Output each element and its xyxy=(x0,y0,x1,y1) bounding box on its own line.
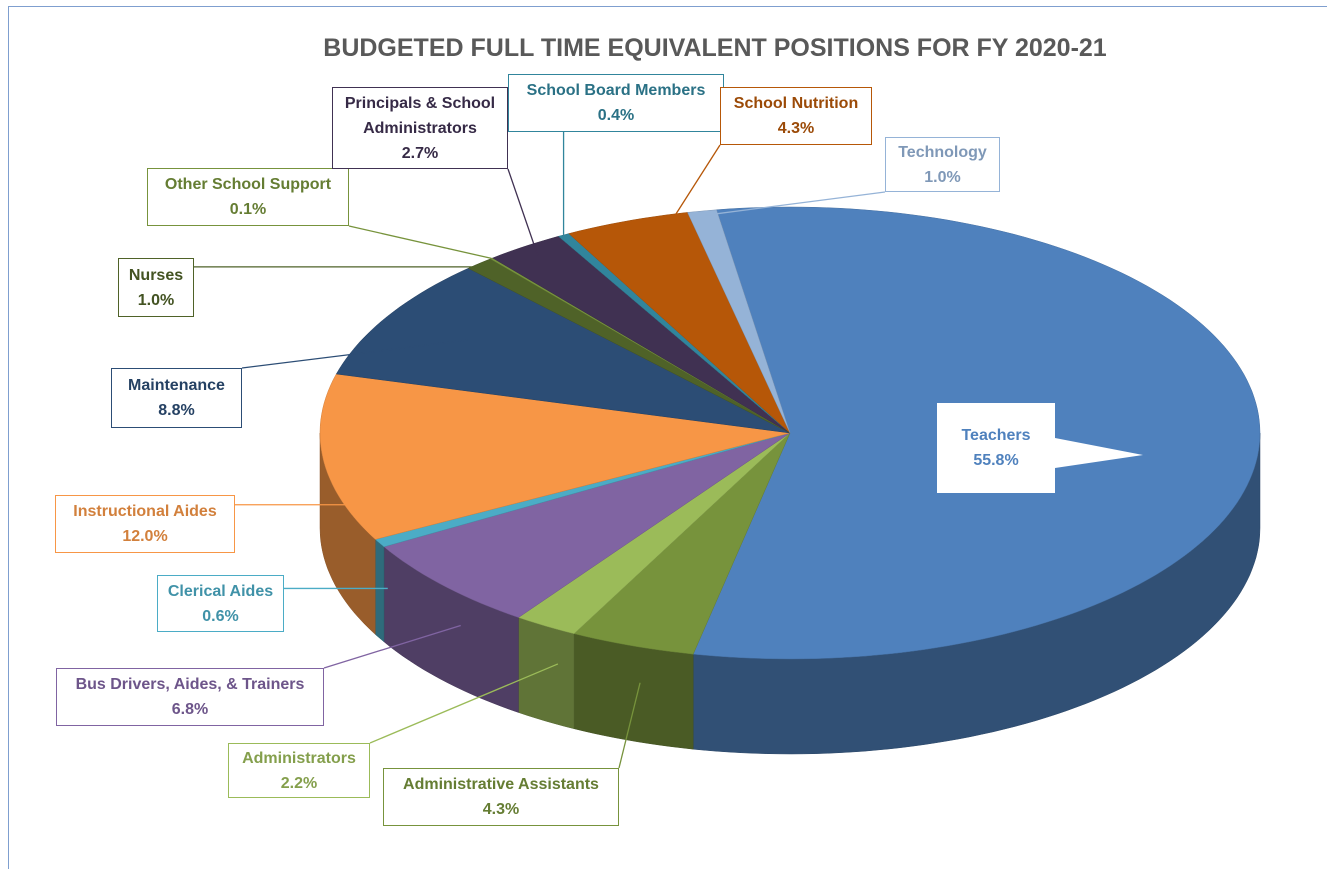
label-value: 55.8% xyxy=(973,452,1019,469)
data-label: Bus Drivers, Aides, & Trainers 6.8% xyxy=(56,668,324,726)
label-value: 2.2% xyxy=(280,774,318,792)
label-name: Bus Drivers, Aides, & Trainers xyxy=(75,676,305,693)
data-label: Administrators 2.2% xyxy=(228,743,370,798)
data-label: Administrative Assistants 4.3% xyxy=(383,768,619,826)
label-name: School Nutrition xyxy=(733,95,859,112)
label-value: 1.0% xyxy=(137,291,175,309)
label-value: 6.8% xyxy=(171,701,209,718)
data-label: School Nutrition 4.3% xyxy=(720,87,872,145)
data-label: Instructional Aides 12.0% xyxy=(55,495,235,553)
label-name: Administrative Assistants xyxy=(403,776,599,793)
data-label: Principals & School Administrators 2.7% xyxy=(332,87,508,169)
slice xyxy=(319,373,791,540)
label-value: 4.3% xyxy=(482,801,520,818)
data-label: Other School Support 0.1% xyxy=(147,168,349,226)
leader-line xyxy=(650,144,721,254)
leader-line xyxy=(703,191,886,217)
label-name: Maintenance xyxy=(128,377,225,394)
slice xyxy=(492,236,791,434)
leader-line xyxy=(323,624,461,669)
label-name: Nurses xyxy=(128,266,184,284)
label-name: Other School Support xyxy=(164,176,332,193)
leader-line xyxy=(507,168,539,257)
slice xyxy=(568,212,791,434)
data-label: Technology 1.0% xyxy=(885,137,1000,192)
slice xyxy=(687,209,791,434)
callout-pointer xyxy=(1055,438,1143,468)
label-value: 0.4% xyxy=(597,107,635,124)
data-label: Maintenance 8.8% xyxy=(111,368,242,428)
leader-line xyxy=(369,663,559,744)
slice xyxy=(517,432,791,634)
slice xyxy=(335,268,791,434)
label-name: Instructional Aides xyxy=(73,503,217,520)
data-label: School Board Members 0.4% xyxy=(508,74,724,132)
label-value: 8.8% xyxy=(158,402,195,419)
slice xyxy=(383,432,791,618)
label-name: Administrators xyxy=(242,749,356,767)
label-value: 2.7% xyxy=(401,144,439,162)
slice xyxy=(573,432,791,655)
label-value: 1.0% xyxy=(924,168,961,186)
label-name: Teachers xyxy=(961,427,1031,444)
label-value: 0.6% xyxy=(202,607,239,625)
label-name: Technology xyxy=(898,143,987,161)
leader-line xyxy=(618,682,641,769)
label-name: Clerical Aides xyxy=(167,582,274,600)
label-name: Principals & School Administrators xyxy=(344,94,496,137)
slice-side xyxy=(375,538,385,643)
label-value: 12.0% xyxy=(122,528,168,545)
label-value: 0.1% xyxy=(229,201,267,218)
label-value: 4.3% xyxy=(777,120,815,137)
chart-frame xyxy=(8,6,1327,869)
chart-title: BUDGETED FULL TIME EQUIVALENT POSITIONS … xyxy=(323,34,1107,62)
label-name: School Board Members xyxy=(526,82,706,99)
leader-line xyxy=(241,339,468,369)
data-label: Clerical Aides 0.6% xyxy=(157,575,284,632)
slice-side xyxy=(518,617,575,730)
data-label: Teachers 55.8% xyxy=(937,403,1055,493)
data-label: Nurses 1.0% xyxy=(118,258,194,317)
leader-line xyxy=(348,225,492,260)
